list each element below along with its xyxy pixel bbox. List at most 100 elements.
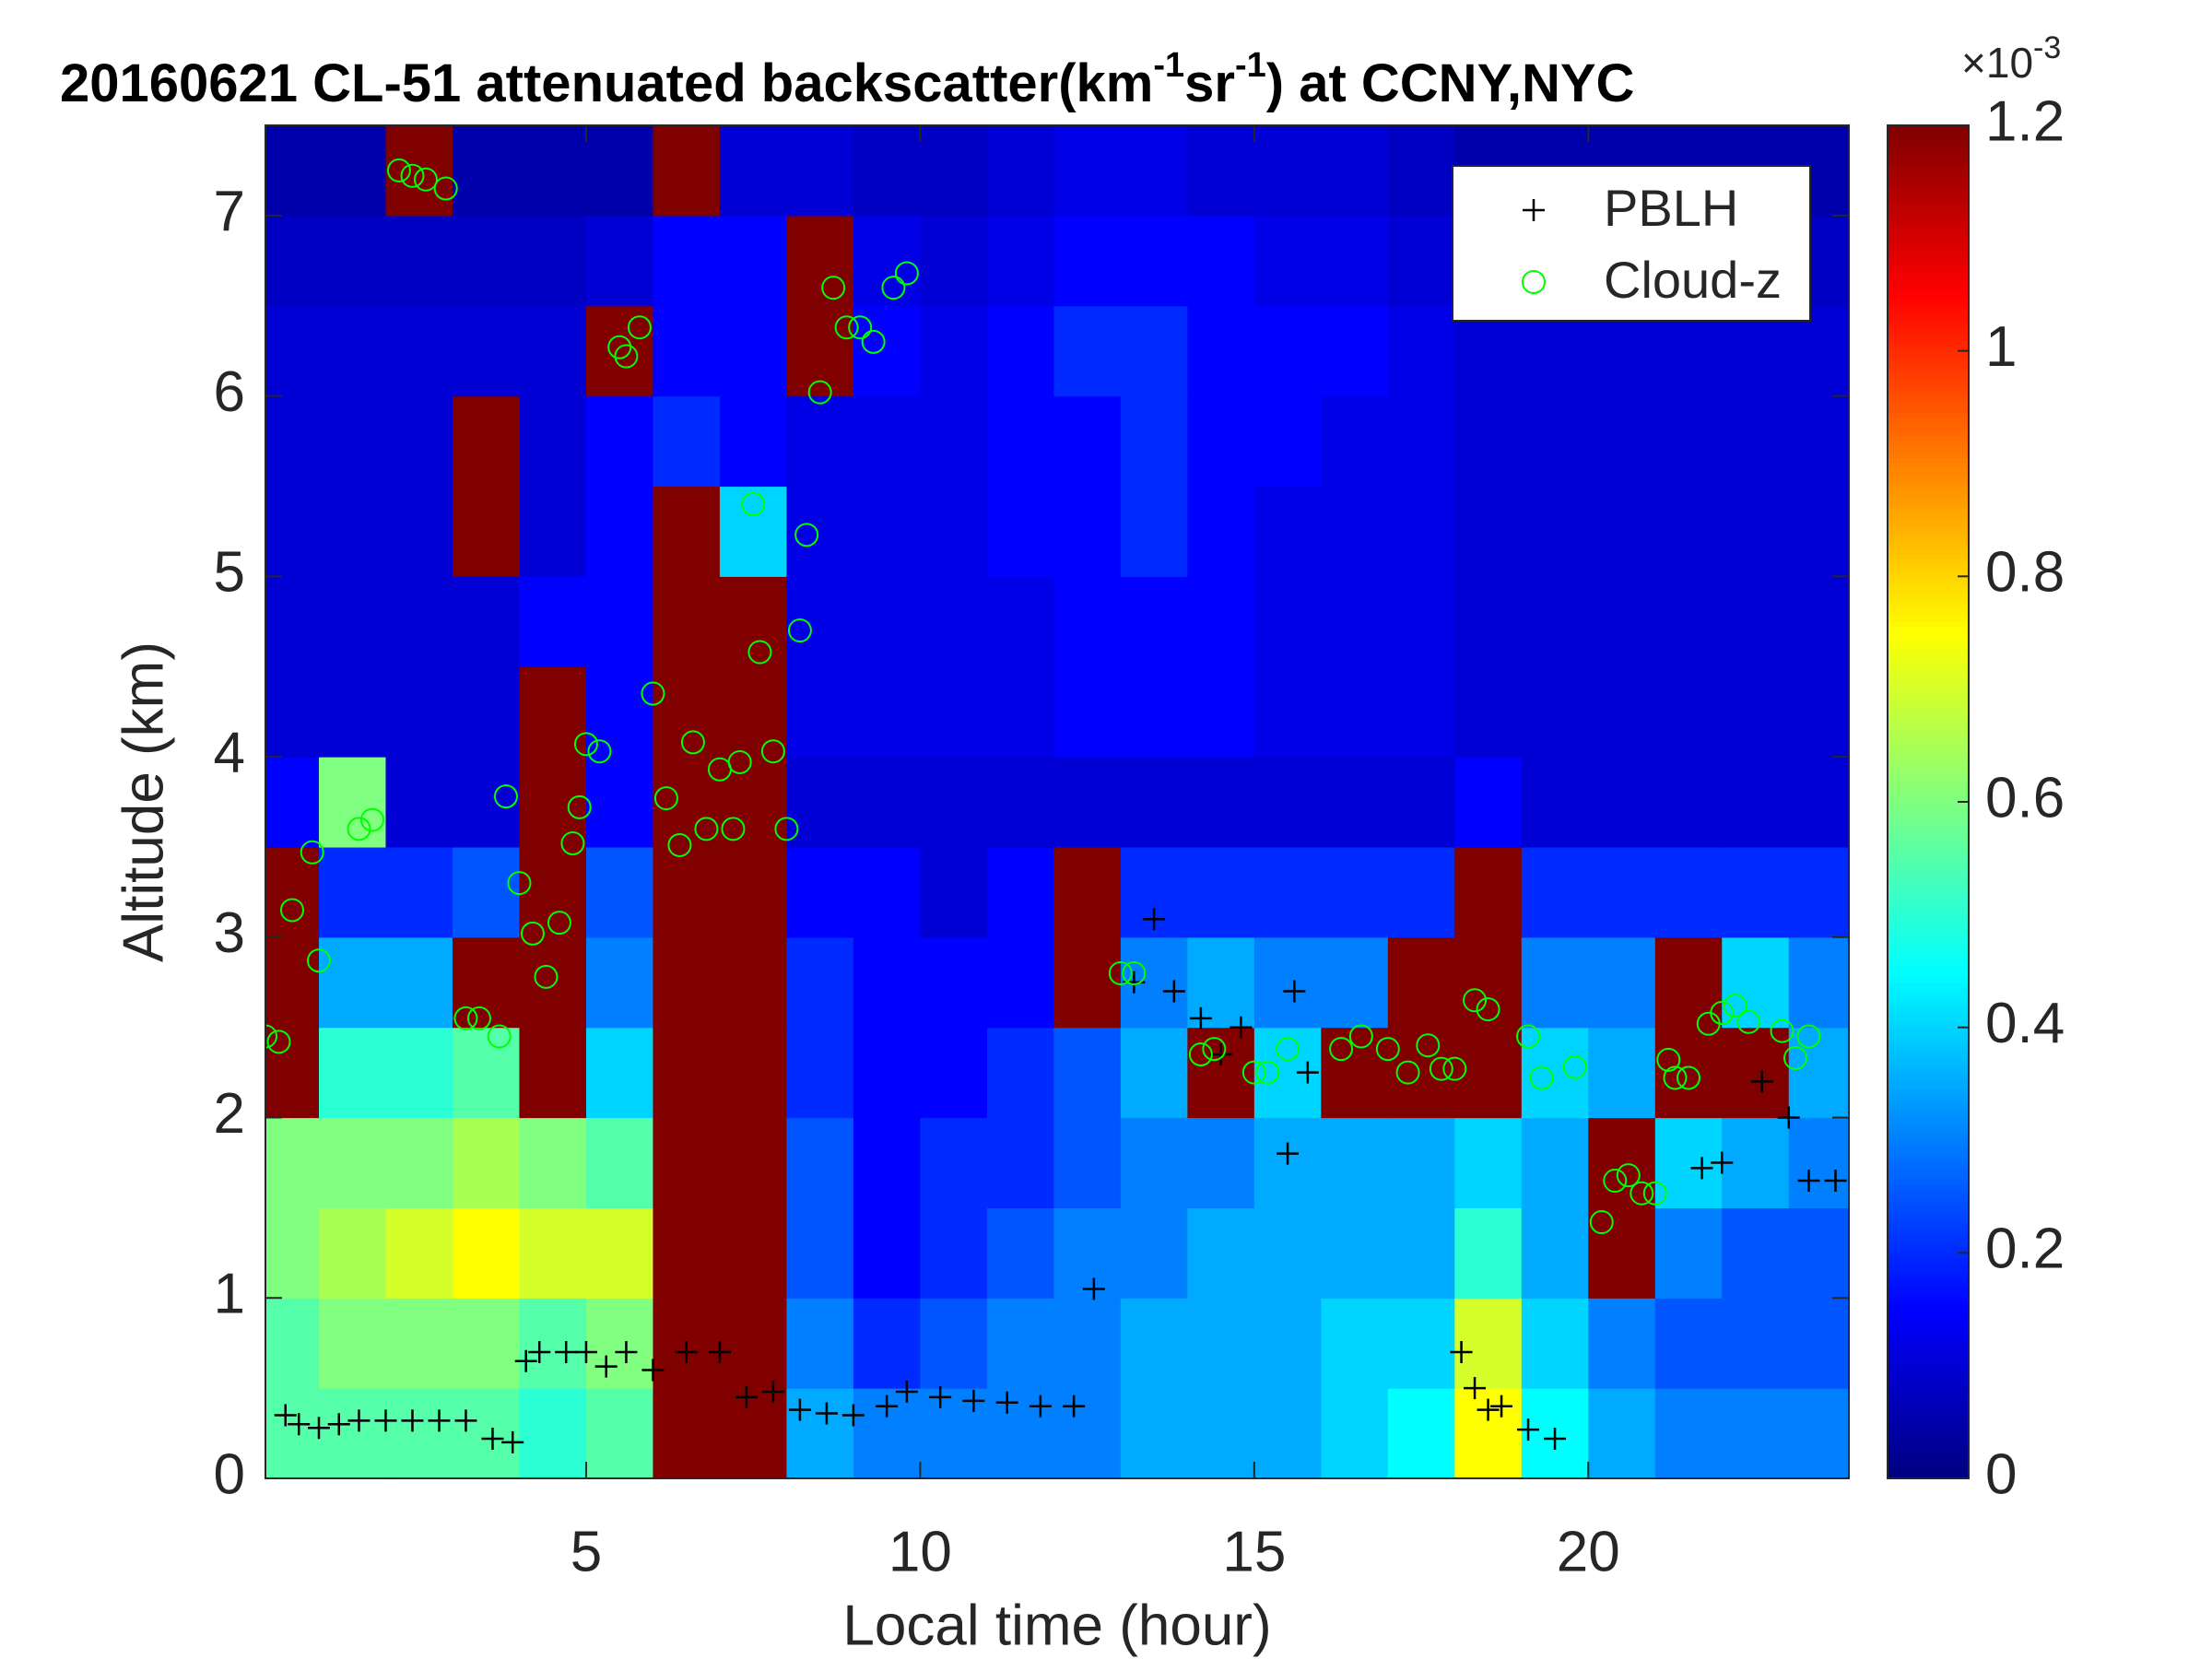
heatmap-cell [853, 846, 921, 938]
pblh-marker [1277, 1142, 1300, 1165]
heatmap-cell [1120, 1207, 1188, 1299]
heatmap-cell [1654, 666, 1723, 758]
cloud-marker [520, 921, 545, 946]
colorbar-segment [1888, 1247, 1969, 1254]
colorbar-segment [1888, 1021, 1969, 1029]
heatmap-cell [786, 666, 854, 758]
colorbar-segment [1888, 1309, 1969, 1316]
colorbar-segment [1888, 654, 1969, 662]
heatmap-cell [1387, 1117, 1455, 1208]
heatmap-cell [920, 1207, 988, 1299]
pblh-marker [1230, 1016, 1253, 1039]
colorbar-segment [1888, 1184, 1969, 1192]
heatmap-cell [265, 1298, 320, 1389]
heatmap-cell [719, 1298, 788, 1389]
heatmap-cell [653, 125, 721, 217]
heatmap-cell [1120, 1117, 1188, 1208]
colorbar-segment [1888, 993, 1969, 1000]
cloud-marker [413, 167, 438, 192]
heatmap-cell [452, 936, 521, 1029]
cloud-marker [653, 786, 678, 811]
heatmap-cell [385, 486, 453, 577]
heatmap-cell [1053, 936, 1122, 1029]
pblh-marker [735, 1385, 758, 1408]
legend-label: Cloud-z [1604, 251, 1782, 309]
colorbar-segment [1888, 750, 1969, 758]
heatmap-cell [1521, 486, 1589, 577]
colorbar-segment [1888, 288, 1969, 296]
heatmap-cell [385, 576, 453, 667]
exponent-base: ×10 [1961, 39, 2033, 87]
pblh-marker [1209, 1043, 1232, 1066]
heatmap-cell [1654, 395, 1723, 488]
heatmap-cell [853, 1027, 921, 1119]
title-superscript: -1 [1235, 46, 1266, 85]
heatmap-cell [920, 1388, 988, 1478]
colorbar-segment [1888, 830, 1969, 837]
colorbar-segment [1888, 204, 1969, 211]
cloud-marker [1723, 994, 1747, 1018]
colorbar-segment [1888, 1450, 1969, 1457]
pblh-marker [1162, 980, 1185, 1003]
colorbar-segment [1888, 486, 1969, 493]
heatmap-cell [585, 936, 654, 1029]
colorbar-segment [1888, 311, 1969, 318]
heatmap-cell [452, 1388, 521, 1478]
colorbar-segment [1888, 390, 1969, 397]
colorbar-segment [1888, 875, 1969, 882]
colorbar-segment [1888, 1055, 1969, 1063]
cloud-marker [1529, 1065, 1554, 1090]
colorbar-segment [1888, 610, 1969, 617]
cloud-marker [560, 831, 585, 856]
x-tick-label: 5 [571, 1520, 602, 1583]
colorbar-segment [1888, 1038, 1969, 1045]
heatmap-cell [1253, 576, 1322, 667]
cloud-marker [760, 739, 785, 764]
heatmap-cell [452, 1207, 521, 1299]
heatmap-cell [853, 486, 921, 577]
colorbar-segment [1888, 243, 1969, 251]
x-tick-label: 20 [1557, 1520, 1620, 1583]
colorbar-segment [1888, 1298, 1969, 1305]
colorbar-segment [1888, 1466, 1969, 1474]
pblh-marker [876, 1394, 899, 1418]
heatmap-cell [585, 215, 654, 307]
heatmap-cell [1253, 215, 1322, 307]
colorbar-segment [1888, 571, 1969, 578]
legend-label: PBLH [1604, 179, 1738, 237]
cloud-marker [1562, 1054, 1587, 1079]
pblh-marker [1690, 1157, 1713, 1180]
colorbar-segment [1888, 1088, 1969, 1096]
colorbar-segment [1888, 627, 1969, 634]
colorbar-segment [1888, 1106, 1969, 1113]
colorbar-segment [1888, 220, 1969, 228]
heatmap-cell [1253, 125, 1322, 217]
pblh-marker [615, 1340, 638, 1363]
cloud-marker [821, 276, 846, 300]
cloud-marker [741, 492, 766, 517]
pblh-marker [1464, 1377, 1487, 1400]
colorbar-segment [1888, 717, 1969, 724]
heatmap-cell [1521, 1207, 1589, 1299]
heatmap-cell [1387, 936, 1455, 1029]
cloud-marker [547, 911, 571, 935]
heatmap-cell [265, 1207, 320, 1299]
heatmap-cell [1387, 757, 1455, 848]
colorbar-segment [1888, 334, 1969, 341]
heatmap-cell [1788, 576, 1849, 667]
cloud-marker [1255, 1060, 1280, 1085]
heatmap-cell [1788, 1298, 1849, 1389]
colorbar-segment [1888, 903, 1969, 911]
colorbar-segment [1888, 1213, 1969, 1220]
pblh-marker [1824, 1170, 1847, 1193]
colorbar-segment [1888, 305, 1969, 312]
colorbar-segment [1888, 1083, 1969, 1090]
colorbar-segment [1888, 345, 1969, 352]
colorbar-segment [1888, 147, 1969, 155]
heatmap-cell [385, 936, 453, 1029]
colorbar-segment [1888, 683, 1969, 690]
colorbar-segment [1888, 356, 1969, 363]
heatmap-cell [1387, 395, 1455, 488]
colorbar-segment [1888, 198, 1969, 206]
colorbar-segment [1888, 745, 1969, 752]
